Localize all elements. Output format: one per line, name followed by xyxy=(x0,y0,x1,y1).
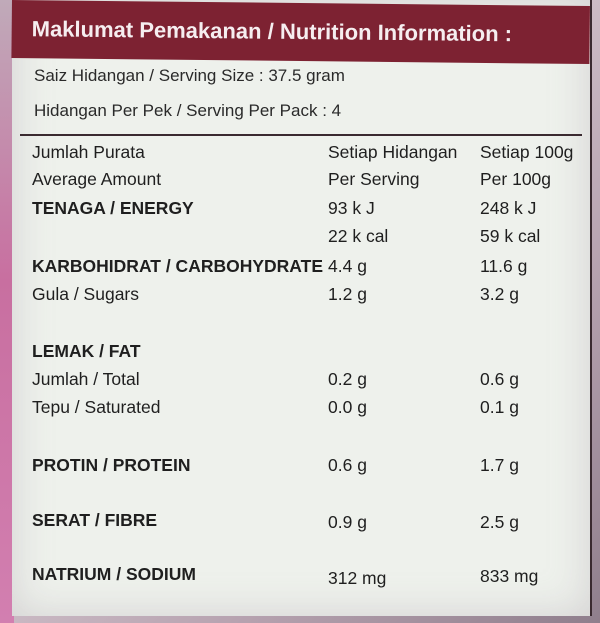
row-carb-100g: 11.6 g xyxy=(480,256,528,276)
row-fat-sat-100g: 0.1 g xyxy=(480,397,519,417)
row-sugars-100g: 3.2 g xyxy=(480,284,519,304)
row-energy-100g-kj: 248 k J xyxy=(480,198,537,218)
col-header-100g-en: Per 100g xyxy=(480,169,552,189)
nutrition-panel: Maklumat Pemakanan / Nutrition Informati… xyxy=(11,0,592,616)
row-fat-sat-label: Tepu / Saturated xyxy=(32,397,161,417)
row-sugars-serving: 1.2 g xyxy=(328,284,367,304)
row-fat-total-label: Jumlah / Total xyxy=(32,369,140,389)
row-fat-label: LEMAK / FAT xyxy=(32,341,141,361)
row-fibre-serving: 0.9 g xyxy=(328,512,367,532)
col-header-100g: Setiap 100g xyxy=(480,142,574,162)
col-header-amount: Jumlah Purata xyxy=(32,142,145,162)
row-carb-serving: 4.4 g xyxy=(328,256,367,276)
package-edge xyxy=(0,0,14,623)
row-energy-serving-kcal: 22 k cal xyxy=(328,226,389,246)
row-fibre-label: SERAT / FIBRE xyxy=(32,510,158,530)
row-sugars-label: Gula / Sugars xyxy=(32,284,139,304)
row-protein-100g: 1.7 g xyxy=(480,455,519,475)
row-sodium-serving: 312 mg xyxy=(328,568,387,588)
col-header-serving-en: Per Serving xyxy=(328,169,420,189)
row-fat-total-100g: 0.6 g xyxy=(480,369,519,389)
row-fat-total-serving: 0.2 g xyxy=(328,369,367,389)
divider xyxy=(20,134,582,136)
col-header-serving: Setiap Hidangan xyxy=(328,142,458,162)
row-energy-label: TENAGA / ENERGY xyxy=(32,198,194,218)
serving-size: Saiz Hidangan / Serving Size : 37.5 gram xyxy=(34,66,345,85)
row-carb-label: KARBOHIDRAT / CARBOHYDRATE xyxy=(32,256,324,276)
panel-title: Maklumat Pemakanan / Nutrition Informati… xyxy=(11,0,590,65)
row-protein-label: PROTIN / PROTEIN xyxy=(32,455,191,475)
row-sodium-label: NATRIUM / SODIUM xyxy=(32,564,196,584)
row-energy-serving-kj: 93 k J xyxy=(328,198,375,218)
col-header-amount-en: Average Amount xyxy=(32,169,162,189)
row-energy-100g-kcal: 59 k cal xyxy=(480,226,541,246)
row-protein-serving: 0.6 g xyxy=(328,455,367,475)
row-fibre-100g: 2.5 g xyxy=(480,512,519,532)
row-sodium-100g: 833 mg xyxy=(480,566,539,586)
servings-per-pack: Hidangan Per Pek / Serving Per Pack : 4 xyxy=(34,101,342,120)
row-fat-sat-serving: 0.0 g xyxy=(328,397,367,417)
